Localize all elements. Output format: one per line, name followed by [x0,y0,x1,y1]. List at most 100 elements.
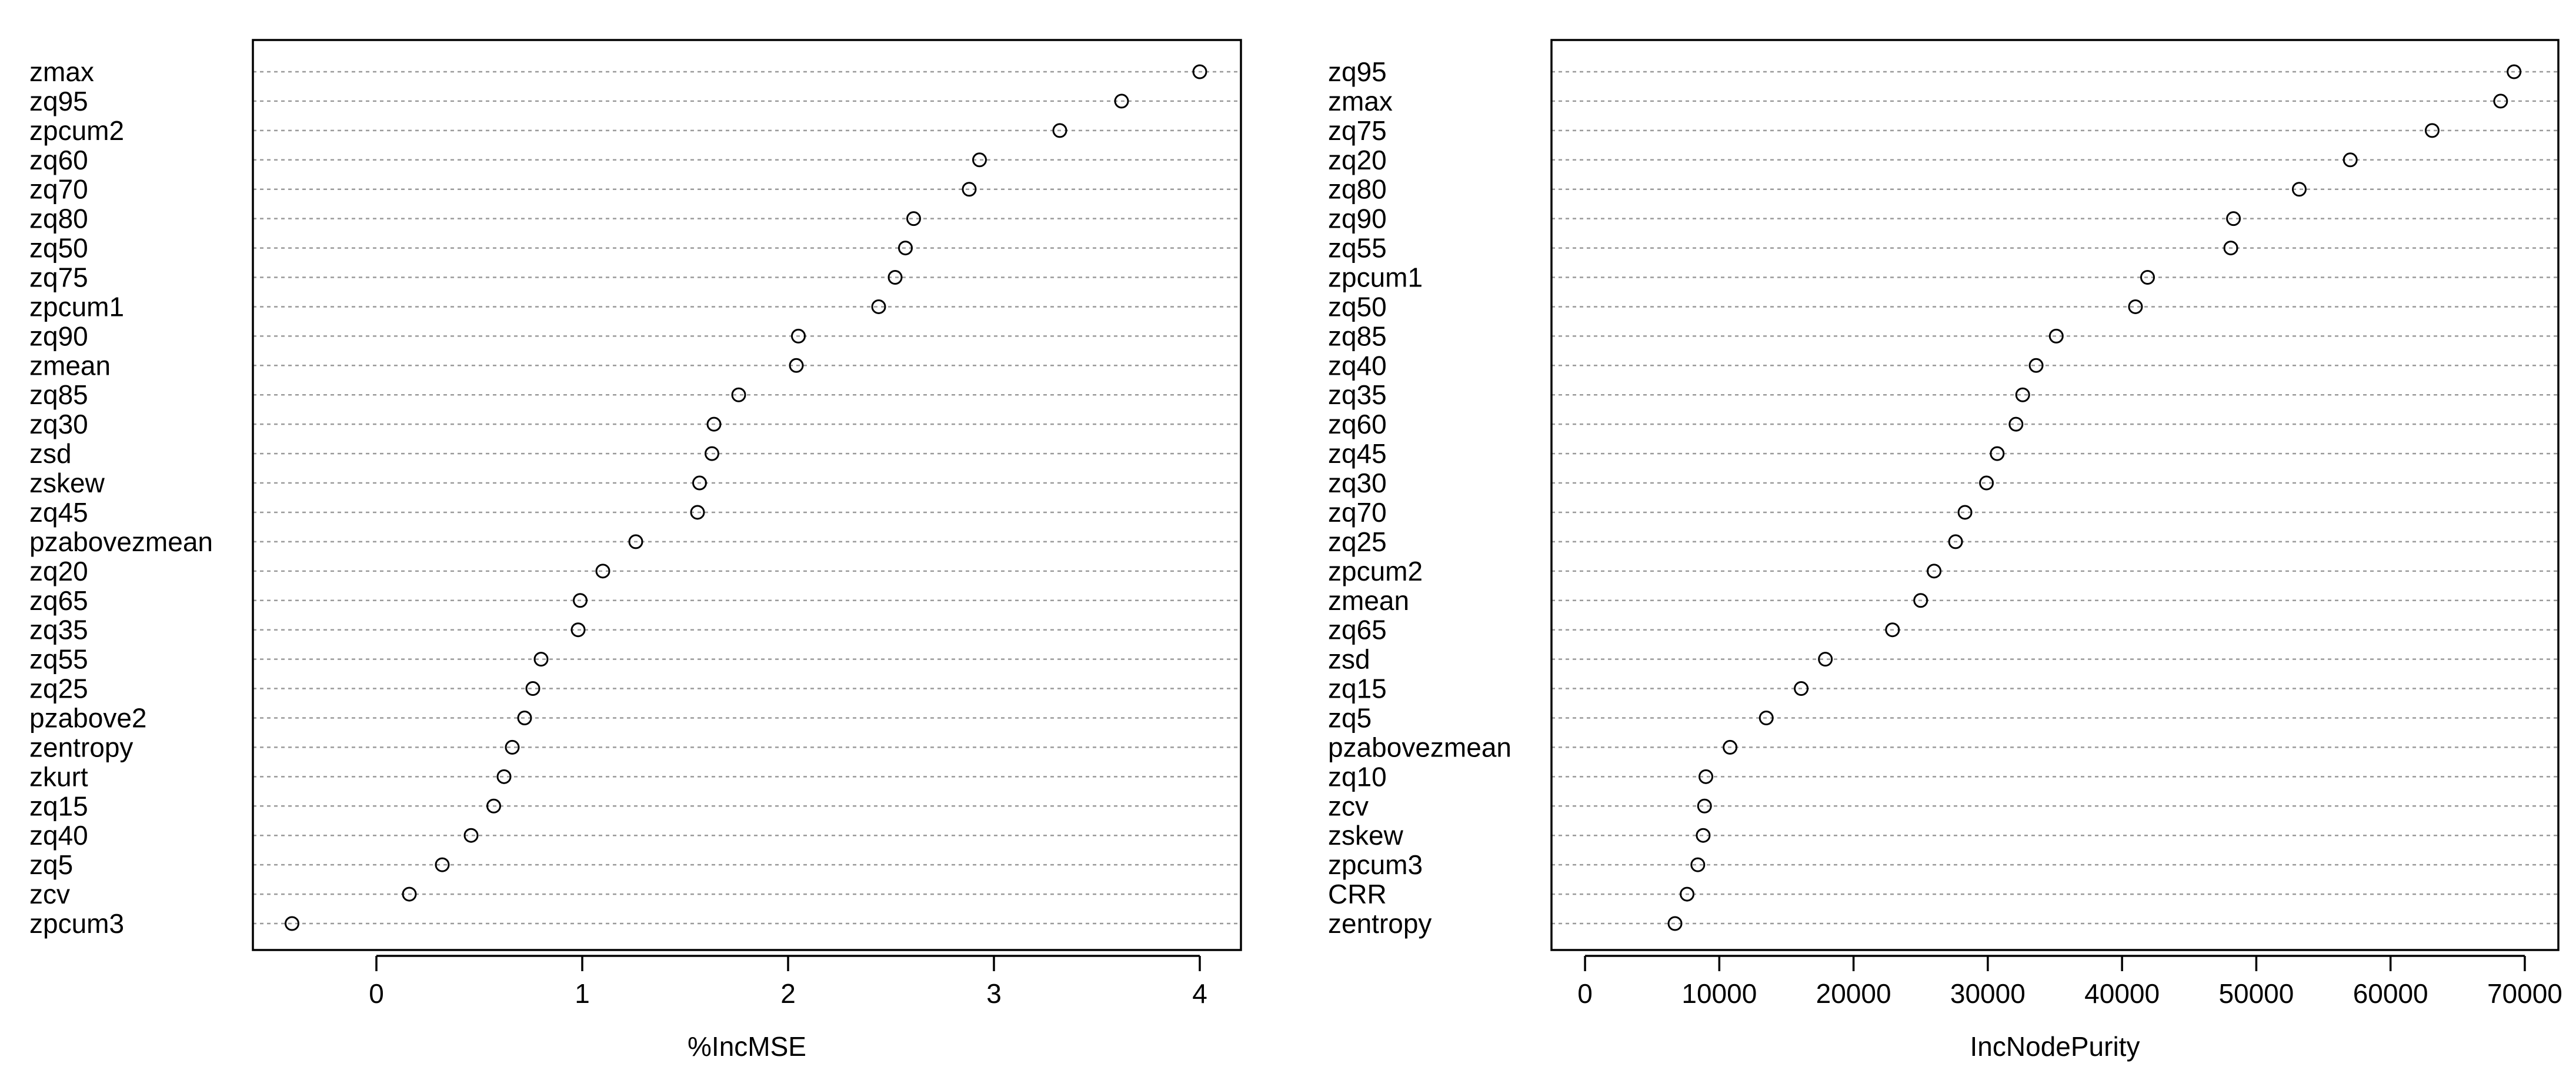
category-label: zq60 [29,145,88,175]
category-label: zpcum3 [29,908,124,939]
category-label: zpcum1 [1328,262,1423,293]
category-label: zq80 [1328,174,1387,205]
data-point [1114,94,1129,109]
category-label: zmax [29,56,94,87]
category-label: zq30 [29,409,88,439]
category-label: zcv [1328,791,1369,821]
data-point [1690,857,1706,872]
data-point [496,769,512,784]
x-tick-label: 1 [575,978,590,1009]
category-label: zentropy [1328,908,1432,939]
x-tick-label: 20000 [1816,978,1891,1009]
data-point [570,622,586,638]
category-label: zq90 [29,321,88,351]
category-label: zpcum3 [1328,849,1423,880]
category-label: zmax [1328,86,1393,116]
category-label: zcv [29,879,70,909]
category-label: pzabovezmean [29,526,213,557]
category-label: zq20 [1328,145,1387,175]
data-point [1759,710,1774,725]
x-tick-label: 50000 [2218,978,2294,1009]
category-label: zq65 [1328,615,1387,645]
category-label: zq10 [1328,761,1387,792]
importance-panel-incmse: zmaxzq95zpcum2zq60zq70zq80zq50zq75zpcum1… [29,39,1242,1062]
category-label: zpcum1 [29,291,124,322]
data-point [1957,505,1973,520]
category-label: zq35 [1328,379,1387,410]
data-point [2015,387,2030,402]
category-label: pzabove2 [29,702,147,733]
data-point [1696,828,1711,843]
data-point [2028,358,2044,373]
data-point [525,681,540,696]
category-label: zskew [1328,820,1404,851]
data-point [463,828,479,843]
category-label: zq60 [1328,409,1387,439]
x-tick-label: 10000 [1681,978,1757,1009]
category-label: CRR [1328,879,1387,909]
x-tick-label: 70000 [2487,978,2562,1009]
data-point [731,387,746,402]
data-point [706,416,722,432]
data-point [2424,123,2440,138]
category-label: zmean [1328,585,1409,616]
data-point [1818,652,1833,667]
x-tick-label: 40000 [2084,978,2160,1009]
data-point [1192,64,1207,79]
data-point [1699,769,1714,784]
category-label: zq70 [29,174,88,205]
data-point [1927,564,1942,579]
data-point [595,564,610,579]
plot-frame [252,39,1242,951]
category-label: zq5 [29,849,73,880]
data-point [517,710,532,725]
x-tick-label: 3 [986,978,1002,1009]
data-point [402,886,417,902]
x-tick-label: 0 [1577,978,1593,1009]
data-point [962,182,977,197]
data-point [2507,64,2522,79]
data-point [486,798,501,814]
x-axis-title: IncNodePurity [1970,1031,2140,1062]
data-point [1052,123,1067,138]
category-label: zpcum2 [29,115,124,146]
category-label: zq80 [29,204,88,234]
data-point [2343,152,2358,168]
category-label: zq15 [1328,674,1387,704]
data-point [705,446,719,461]
data-point [1948,534,1963,549]
category-label: zq90 [1328,204,1387,234]
data-point [690,505,705,520]
x-tick-label: 2 [780,978,796,1009]
category-label: zq50 [1328,291,1387,322]
category-label: zq20 [29,556,88,586]
category-label: zq95 [1328,56,1387,87]
data-point [871,299,886,314]
category-label: zpcum2 [1328,556,1423,586]
category-label: zsd [1328,644,1370,675]
data-point [2226,211,2241,226]
category-label: zentropy [29,732,133,762]
data-point [1794,681,1809,696]
category-label: zq30 [1328,468,1387,498]
data-point [1667,916,1683,931]
category-label: zq40 [29,820,88,851]
data-point [1990,446,2005,461]
category-label: zq75 [29,262,88,293]
data-point [533,652,549,667]
data-point [2128,299,2143,314]
data-point [435,857,450,872]
data-point [628,534,643,549]
category-label: zq40 [1328,350,1387,381]
category-label: zmean [29,350,111,381]
data-point [906,211,921,226]
data-point [2291,182,2307,197]
x-tick-label: 30000 [1950,978,2026,1009]
category-label: zq25 [1328,526,1387,557]
x-axis-title: %IncMSE [688,1031,806,1062]
x-tick-label: 4 [1192,978,1207,1009]
data-point [1885,622,1900,638]
data-point [285,916,299,931]
data-point [2008,416,2024,432]
